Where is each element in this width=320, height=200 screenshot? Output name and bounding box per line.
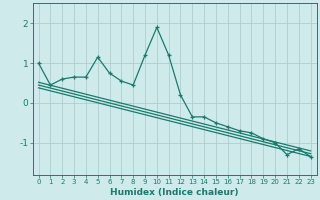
X-axis label: Humidex (Indice chaleur): Humidex (Indice chaleur) [110,188,239,197]
